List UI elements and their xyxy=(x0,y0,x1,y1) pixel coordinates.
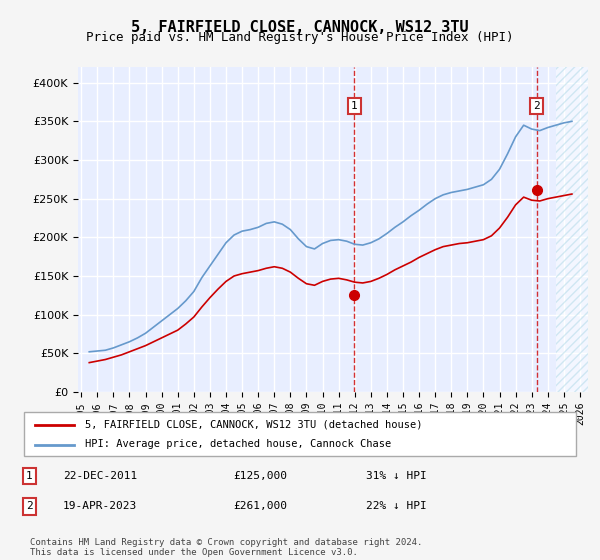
Text: £125,000: £125,000 xyxy=(234,471,288,481)
Text: £261,000: £261,000 xyxy=(234,501,288,511)
Text: 5, FAIRFIELD CLOSE, CANNOCK, WS12 3TU (detached house): 5, FAIRFIELD CLOSE, CANNOCK, WS12 3TU (d… xyxy=(85,419,422,429)
Text: Price paid vs. HM Land Registry's House Price Index (HPI): Price paid vs. HM Land Registry's House … xyxy=(86,31,514,44)
Text: 5, FAIRFIELD CLOSE, CANNOCK, WS12 3TU: 5, FAIRFIELD CLOSE, CANNOCK, WS12 3TU xyxy=(131,20,469,35)
Text: 22-DEC-2011: 22-DEC-2011 xyxy=(62,471,137,481)
Text: 19-APR-2023: 19-APR-2023 xyxy=(62,501,137,511)
Text: HPI: Average price, detached house, Cannock Chase: HPI: Average price, detached house, Cann… xyxy=(85,439,391,449)
Text: 2: 2 xyxy=(533,101,540,111)
Text: 2: 2 xyxy=(26,501,33,511)
Text: 31% ↓ HPI: 31% ↓ HPI xyxy=(366,471,427,481)
Text: Contains HM Land Registry data © Crown copyright and database right 2024.
This d: Contains HM Land Registry data © Crown c… xyxy=(30,538,422,557)
FancyBboxPatch shape xyxy=(24,412,576,456)
Text: 1: 1 xyxy=(351,101,358,111)
Text: 22% ↓ HPI: 22% ↓ HPI xyxy=(366,501,427,511)
Text: 1: 1 xyxy=(26,471,33,481)
